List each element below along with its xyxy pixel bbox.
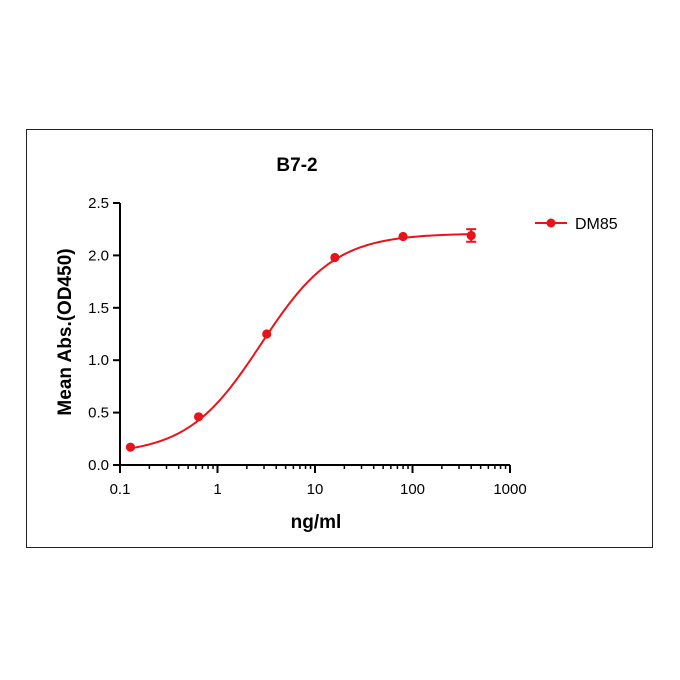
y-tick-label: 2.5	[88, 195, 109, 212]
chart-title: B7-2	[276, 155, 317, 176]
data-point	[194, 412, 204, 422]
data-point	[398, 231, 408, 242]
axes: 0.0 0.5 1.0 1.5 2.0 2.5 0.1 1 10 100 1000	[88, 195, 527, 498]
y-tick-label: 0.5	[88, 405, 109, 422]
fit-curve-layer	[130, 233, 472, 450]
y-tick-label: 1.0	[88, 352, 109, 369]
x-tick-label: 0.1	[110, 481, 131, 498]
data-point	[466, 230, 476, 241]
fit-curve	[130, 233, 472, 450]
legend-label: DM85	[575, 216, 618, 233]
y-tick-label: 1.5	[88, 300, 109, 317]
legend-marker	[546, 218, 556, 228]
data-point	[262, 329, 272, 339]
y-tick-label: 2.0	[88, 247, 109, 264]
x-tick-label: 1	[213, 481, 221, 498]
data-point	[125, 442, 136, 452]
data-point	[330, 252, 340, 263]
y-axis-label: Mean Abs.(OD450)	[55, 248, 76, 415]
x-tick-label: 1000	[493, 481, 526, 498]
x-tick-label: 10	[307, 481, 324, 498]
x-tick-label: 100	[400, 481, 425, 498]
y-tick-label: 0.0	[88, 457, 109, 474]
data-points-layer	[125, 228, 477, 452]
legend: DM85	[535, 216, 618, 233]
chart-frame	[26, 129, 653, 548]
x-axis-label: ng/ml	[291, 512, 342, 533]
